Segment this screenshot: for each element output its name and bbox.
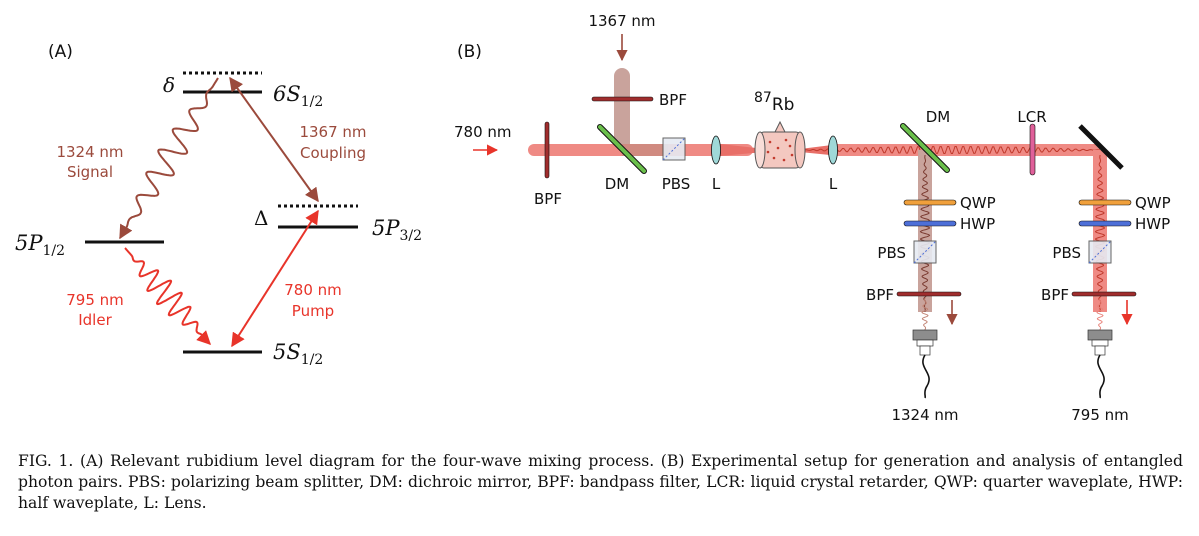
coupling-name: Coupling [300, 144, 366, 162]
arm-1-faint-wave [921, 298, 929, 330]
figure-caption: FIG. 1. (A) Relevant rubidium level diag… [18, 452, 1183, 512]
panel-a: (A) δ 6S1/2 Δ 5P3/2 5P1/2 5S1/2 1324 nm … [15, 42, 422, 368]
panel-a-label: (A) [48, 42, 73, 62]
detector-2 [1087, 329, 1113, 399]
pbs-1 [913, 240, 937, 264]
rb-cell-label: 87Rb [754, 90, 794, 115]
signal-wave-arrow [119, 77, 219, 240]
out-1-label: 1324 nm [891, 406, 958, 424]
arm-2-faint-wave [1096, 298, 1104, 330]
hwp-1-label: HWP [960, 215, 995, 233]
lcr-label: LCR [1017, 108, 1046, 126]
signal-arm-beam [918, 150, 932, 312]
pbs-main-label: PBS [662, 175, 691, 193]
pbs-2-label: PBS [1052, 244, 1081, 262]
coupling-beam-vertical [614, 68, 630, 153]
input-1367-label: 1367 nm [588, 12, 655, 30]
detector-1 [912, 329, 938, 399]
signal-name: Signal [67, 163, 113, 181]
bpf-left-label: BPF [534, 190, 562, 208]
out-2-label: 795 nm [1071, 406, 1129, 424]
level-6s-label: 6S1/2 [273, 82, 323, 110]
Delta-symbol: Δ [254, 206, 268, 230]
panel-b: (B) 1367 nm 780 nm BPF BPF DM PBS [454, 12, 1171, 424]
pump-name: Pump [292, 302, 334, 320]
hwp-2 [1078, 220, 1132, 227]
coupling-wavelength: 1367 nm [299, 123, 366, 141]
beam-focus-in [720, 144, 765, 156]
dm-left-fill [598, 125, 646, 173]
idler-wavelength: 795 nm [66, 291, 124, 309]
level-5p12-label: 5P1/2 [15, 231, 65, 259]
pbs-1-label: PBS [877, 244, 906, 262]
qwp-2 [1078, 199, 1132, 206]
figure-canvas: (A) δ 6S1/2 Δ 5P3/2 5P1/2 5S1/2 1324 nm … [15, 12, 1171, 424]
bpf-1-label: BPF [866, 286, 894, 304]
coupling-beam-overlap [622, 144, 668, 156]
bpf-1 [896, 291, 962, 297]
pump-wavelength: 780 nm [284, 281, 342, 299]
qwp-1 [903, 199, 957, 206]
panel-b-label: (B) [457, 42, 482, 62]
lens-2 [828, 135, 838, 165]
bpf-left [544, 121, 550, 179]
signal-wave-vertical [919, 155, 931, 312]
pbs-main [662, 137, 686, 161]
qwp-1-label: QWP [960, 194, 996, 212]
lcr [1029, 123, 1036, 176]
idler-wave-arrow [124, 247, 211, 345]
qwp-2-label: QWP [1135, 194, 1171, 212]
pbs-2 [1088, 240, 1112, 264]
signal-idler-wave-horizontal [800, 146, 1100, 154]
hwp-1 [903, 220, 957, 227]
corner-mirror [1078, 124, 1124, 170]
pump-arrow [231, 209, 319, 348]
signal-wavelength: 1324 nm [56, 143, 123, 161]
idler-wave-vertical [1094, 155, 1106, 312]
idler-name: Idler [78, 311, 112, 329]
bpf-top [591, 96, 654, 102]
dm-left-label: DM [605, 175, 630, 193]
dm-right-label: DM [926, 108, 951, 126]
level-5s-label: 5S1/2 [273, 340, 323, 368]
hwp-2-label: HWP [1135, 215, 1170, 233]
lens-1-label: L [712, 175, 721, 193]
delta-symbol: δ [163, 73, 175, 97]
bpf-2-label: BPF [1041, 286, 1069, 304]
bpf-2 [1071, 291, 1137, 297]
input-780-label: 780 nm [454, 123, 512, 141]
idler-arm-beam [1093, 150, 1107, 312]
coupling-arrow [229, 76, 319, 203]
dm-right-fill [901, 124, 949, 172]
rb-cell [754, 120, 806, 169]
lens-1 [711, 135, 721, 165]
level-5p32-label: 5P3/2 [372, 216, 422, 244]
lens-2-label: L [829, 175, 838, 193]
bpf-top-label: BPF [659, 91, 687, 109]
